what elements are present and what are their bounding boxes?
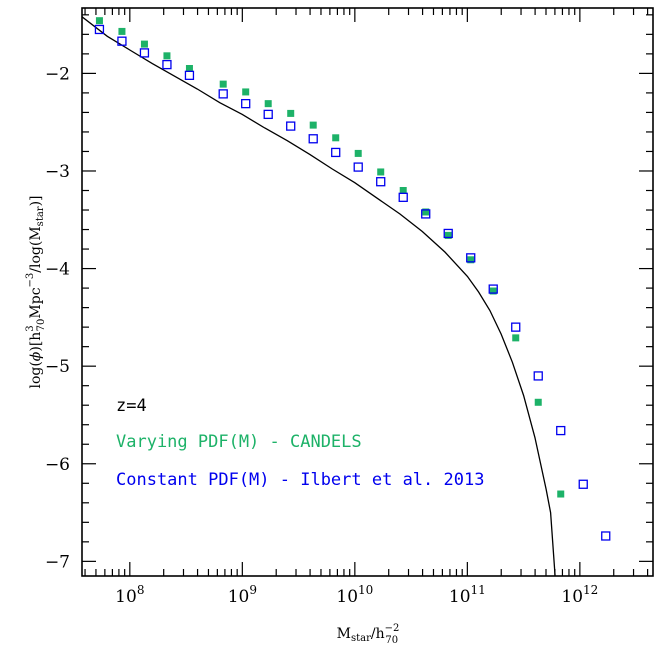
ilbert-point (184, 70, 195, 80)
candels-point (163, 52, 171, 60)
ilbert-series-markers (94, 24, 611, 541)
legend-entry-ilbert: Constant PDF(M) - Ilbert et al. 2013 (116, 470, 484, 490)
y-tick-label: −3 (45, 162, 70, 182)
redshift-annotation: z=4 (116, 396, 147, 416)
plot-frame (81, 7, 654, 577)
x-tick-label: 1010 (336, 583, 373, 607)
x-tick-label: 109 (228, 583, 257, 607)
y-tick-label: −4 (45, 260, 70, 280)
ilbert-point (421, 209, 431, 219)
y-tick-label: −7 (45, 552, 70, 572)
ilbert-point (488, 284, 498, 294)
y-axis-title: log(ϕ)[h370Mpc−3/log(Mstar)] (25, 195, 47, 388)
candels-point (242, 88, 250, 96)
candels-point (95, 17, 103, 25)
x-tick-labels: 108 109 1010 1011 1012 (115, 583, 598, 607)
candels-point (512, 334, 520, 342)
y-tick-label: −6 (45, 455, 70, 475)
ilbert-point (331, 147, 341, 158)
ilbert-point (601, 531, 611, 541)
ilbert-point (556, 425, 566, 436)
ilbert-point (94, 24, 105, 35)
x-tick-label: 108 (115, 583, 144, 607)
schechter-fit-curve (82, 16, 556, 576)
candels-point (140, 40, 148, 48)
ilbert-point (286, 121, 296, 131)
candels-point (467, 256, 475, 264)
ilbert-point (533, 371, 543, 381)
axis-ticks (82, 8, 653, 576)
ilbert-point (162, 59, 172, 70)
ilbert-point (376, 177, 386, 187)
ilbert-point (578, 479, 588, 489)
candels-point (264, 100, 272, 108)
candels-point (354, 149, 362, 157)
candels-point (309, 121, 317, 129)
y-tick-labels: −2 −3 −4 −5 −6 −7 (45, 64, 70, 572)
ilbert-point (443, 228, 453, 239)
candels-point (534, 398, 542, 406)
candels-point (489, 287, 497, 295)
candels-series-markers (95, 17, 565, 498)
candels-point (332, 134, 340, 142)
x-tick-label: 1012 (561, 583, 598, 607)
ilbert-point (308, 134, 318, 144)
legend-entry-candels: Varying PDF(M) - CANDELS (116, 432, 362, 452)
x-tick-label: 1011 (449, 583, 486, 607)
ilbert-point (263, 109, 273, 120)
ilbert-point (353, 162, 363, 172)
candels-point (287, 109, 295, 117)
ilbert-point (218, 89, 228, 99)
ilbert-point (511, 322, 521, 332)
candels-point (444, 231, 452, 239)
ilbert-point (466, 253, 476, 263)
candels-point (557, 490, 565, 498)
x-axis-title: Mstar/h−2 70 (337, 623, 400, 646)
ilbert-point (139, 48, 150, 58)
candels-point (219, 80, 227, 88)
candels-point (118, 27, 126, 35)
candels-point (399, 187, 407, 195)
candels-point (185, 65, 193, 73)
ilbert-point (241, 98, 251, 109)
candels-point (422, 208, 430, 216)
candels-point (377, 168, 385, 176)
ilbert-point (117, 36, 127, 46)
ilbert-point (398, 192, 408, 202)
y-tick-label: −5 (45, 357, 70, 377)
y-tick-label: −2 (45, 64, 70, 84)
